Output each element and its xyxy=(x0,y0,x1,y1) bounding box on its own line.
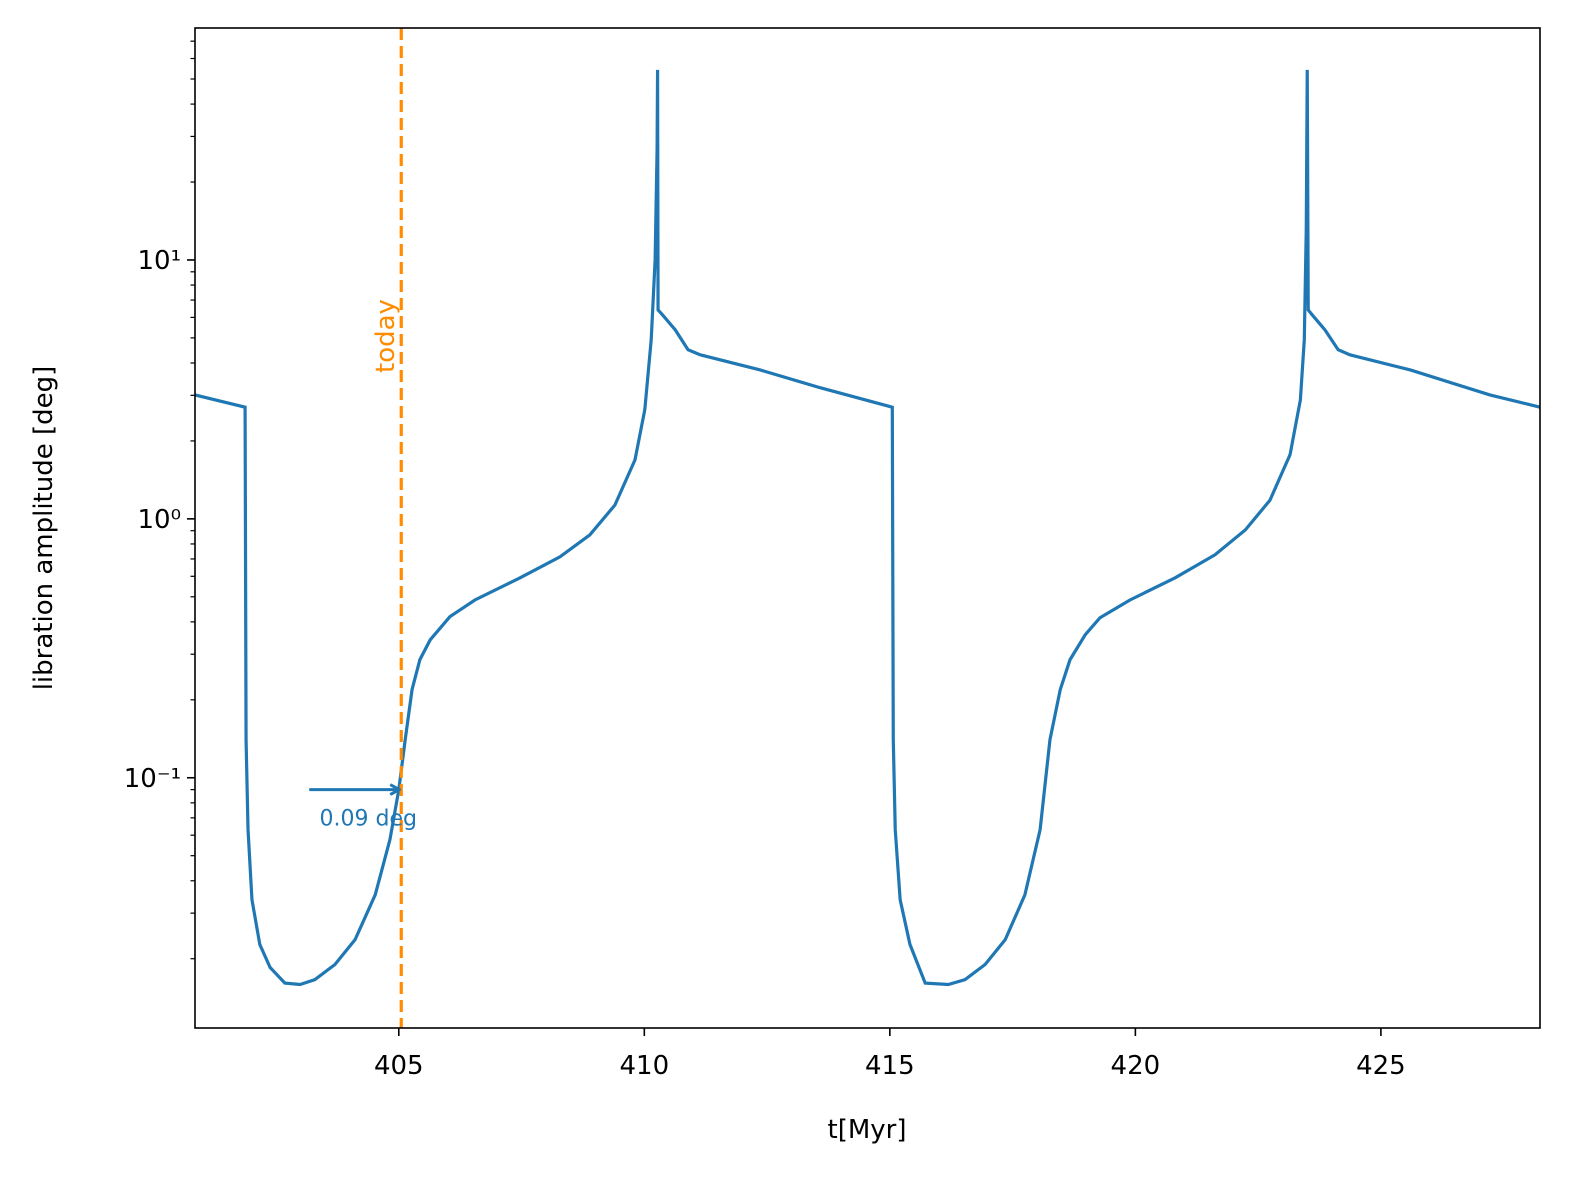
x-tick-label: 425 xyxy=(1356,1051,1406,1081)
x-tick-label: 405 xyxy=(374,1051,424,1081)
y-axis-label: libration amplitude [deg] xyxy=(29,366,59,691)
x-axis-label: t[Myr] xyxy=(828,1115,907,1145)
plot-frame xyxy=(194,27,1541,1029)
x-tick-label: 415 xyxy=(865,1051,915,1081)
annotation-label: 0.09 deg xyxy=(320,807,417,832)
line-series xyxy=(195,69,1540,987)
today-label: today xyxy=(371,299,401,373)
x-tick-label: 410 xyxy=(619,1051,669,1081)
y-tick-label: 10⁰ xyxy=(137,505,181,535)
y-tick-label: 10¹ xyxy=(137,246,181,276)
x-tick-label: 420 xyxy=(1111,1051,1161,1081)
y-tick-label: 10⁻¹ xyxy=(124,764,181,794)
